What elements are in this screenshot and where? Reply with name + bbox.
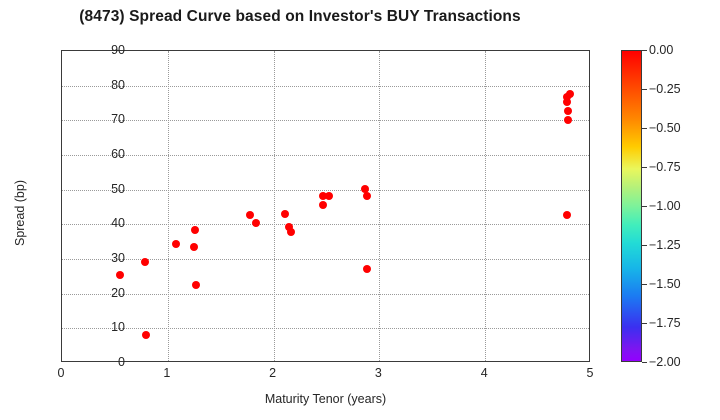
- x-tick-label: 4: [480, 366, 488, 380]
- colorbar-tick-label: −0.75: [649, 160, 681, 174]
- colorbar-tick-mark: [642, 323, 647, 324]
- data-point: [141, 331, 150, 340]
- colorbar-tick-label: −1.50: [649, 277, 681, 291]
- data-point: [324, 192, 333, 201]
- data-point: [246, 210, 255, 219]
- gridline-vertical: [485, 51, 487, 361]
- y-tick-label: 10: [111, 320, 125, 335]
- y-tick-label: 80: [111, 77, 125, 92]
- x-tick-label: 0: [57, 366, 65, 380]
- data-point: [172, 240, 181, 249]
- chart-title: (8473) Spread Curve based on Investor's …: [79, 8, 521, 25]
- data-point: [360, 184, 369, 193]
- y-tick-label: 20: [111, 285, 125, 300]
- gridline-horizontal: [62, 293, 589, 295]
- colorbar-tick-mark: [642, 50, 647, 51]
- gridline-horizontal: [62, 259, 589, 260]
- colorbar: [621, 50, 642, 362]
- gridline-horizontal: [62, 189, 589, 191]
- gridline-vertical: [379, 51, 381, 361]
- data-point: [562, 92, 571, 101]
- gridline-horizontal: [62, 224, 589, 226]
- y-axis-label: Spread (bp): [13, 180, 27, 247]
- gridline-vertical: [273, 51, 275, 361]
- colorbar-tick-mark: [642, 167, 647, 168]
- colorbar-tick-label: −0.50: [649, 121, 681, 135]
- x-tick-label: 5: [586, 366, 594, 380]
- data-point: [192, 280, 201, 289]
- data-point: [319, 201, 328, 210]
- colorbar-tick-label: −2.00: [649, 355, 681, 369]
- colorbar-tick-mark: [642, 245, 647, 246]
- colorbar-tick-mark: [642, 362, 647, 363]
- colorbar-tick-label: −0.25: [649, 82, 681, 96]
- colorbar-tick-label: −1.75: [649, 316, 681, 330]
- data-point: [251, 218, 260, 227]
- y-tick-label: 70: [111, 112, 125, 127]
- colorbar-tick-mark: [642, 89, 647, 90]
- gridline-horizontal: [62, 155, 589, 156]
- x-tick-label: 1: [163, 366, 171, 380]
- data-point: [140, 257, 149, 266]
- data-point: [362, 191, 371, 200]
- y-tick-label: 30: [111, 251, 125, 265]
- data-point: [362, 265, 371, 274]
- y-tick-label: 50: [111, 181, 125, 196]
- x-tick-label: 2: [269, 366, 277, 380]
- data-point: [285, 222, 294, 231]
- colorbar-tick-mark: [642, 206, 647, 207]
- x-axis-label: Maturity Tenor (years): [264, 392, 387, 406]
- plot-area: [61, 50, 590, 362]
- data-point: [563, 106, 572, 115]
- y-tick-label: 40: [111, 216, 125, 231]
- data-point: [562, 211, 571, 220]
- y-tick-label: 90: [111, 43, 125, 57]
- gridline-horizontal: [62, 120, 589, 122]
- y-tick-label: 0: [118, 355, 125, 369]
- colorbar-tick-mark: [642, 128, 647, 129]
- colorbar-tick-label: −1.00: [649, 199, 681, 213]
- data-point: [319, 191, 328, 200]
- colorbar-tick-label: 0.00: [649, 43, 674, 57]
- y-tick-label: 60: [111, 147, 125, 161]
- data-point: [116, 270, 125, 279]
- gridline-horizontal: [62, 85, 589, 87]
- data-point: [191, 225, 200, 234]
- data-point: [190, 242, 199, 251]
- colorbar-tick-mark: [642, 284, 647, 285]
- data-point: [563, 116, 572, 125]
- data-point: [562, 98, 571, 107]
- data-point: [281, 210, 290, 219]
- x-tick-label: 3: [374, 366, 382, 380]
- data-point: [286, 227, 295, 236]
- gridline-horizontal: [62, 328, 589, 330]
- colorbar-tick-label: −1.25: [649, 238, 681, 252]
- gridline-vertical: [167, 51, 169, 361]
